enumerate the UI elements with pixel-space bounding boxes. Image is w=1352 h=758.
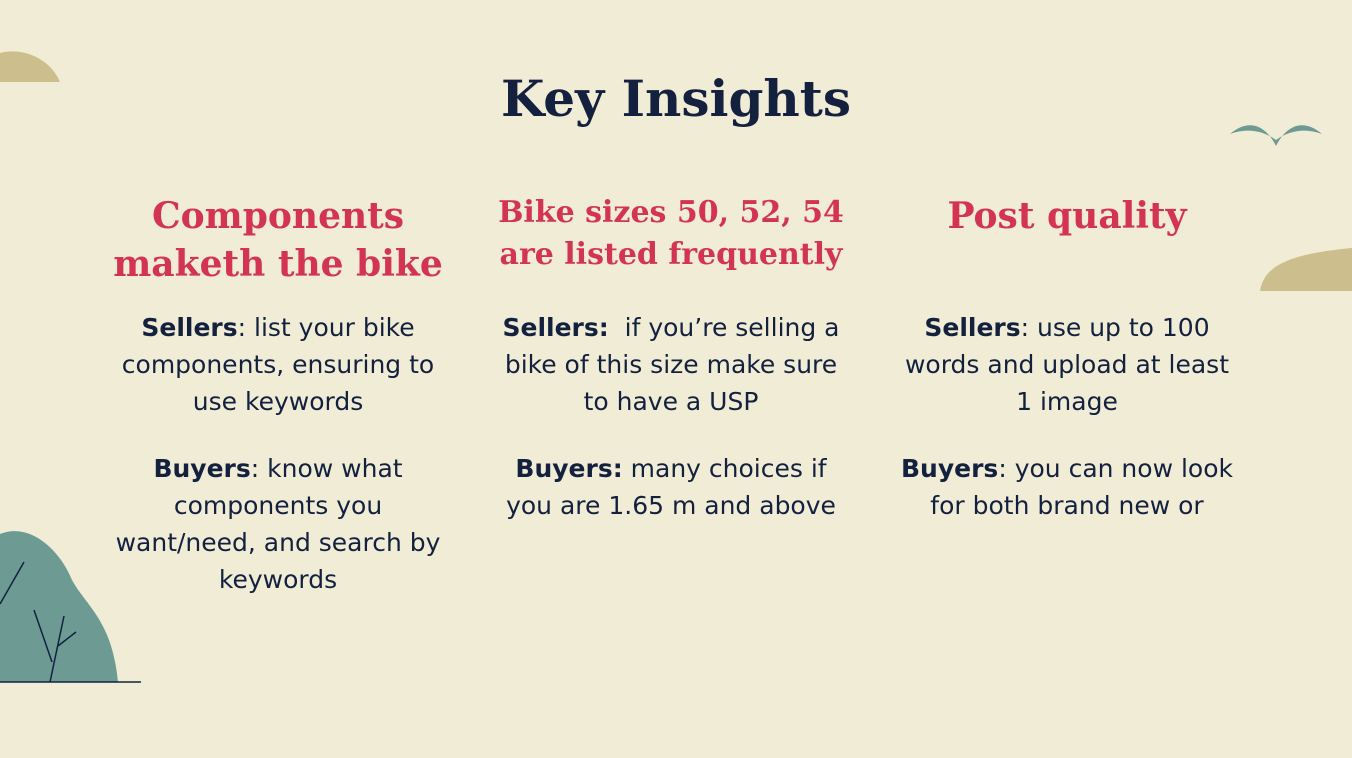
slide-title: Key Insights: [500, 69, 852, 128]
sellers-label: Sellers: [924, 313, 1021, 342]
buyers-label: Buyers: [153, 454, 251, 483]
buyers-text: : you can now look for both brand new or: [930, 454, 1233, 520]
sellers-text: if you’re selling a bike of this size ma…: [504, 313, 848, 416]
buyers-label: Buyers: [901, 454, 999, 483]
sellers-text: : use up to 100 words and upload at leas…: [904, 313, 1230, 416]
buyers-paragraph: Buyers: many choices if you are 1.65 m a…: [496, 450, 846, 524]
buyers-text: : know what components you want/need, an…: [115, 454, 441, 594]
sellers-text: : list your bike components, ensuring to…: [121, 313, 435, 416]
sellers-paragraph: Sellers: list your bike components, ensu…: [104, 309, 452, 420]
teal-bush-with-twigs: [0, 531, 141, 683]
bird-icon: [1230, 125, 1322, 146]
buyers-label: Buyers:: [515, 454, 623, 483]
sellers-paragraph: Sellers: if you’re selling a bike of thi…: [496, 309, 846, 420]
buyers-paragraph: Buyers: know what components you want/ne…: [104, 450, 452, 598]
sellers-label: Sellers: [141, 313, 238, 342]
buyers-paragraph: Buyers: you can now look for both brand …: [894, 450, 1240, 524]
buyers-text: many choices if you are 1.65 m and above: [506, 454, 836, 520]
sand-hill-top-left: [0, 51, 60, 82]
sellers-label: Sellers:: [502, 313, 609, 342]
column-heading: Components maketh the bike: [113, 195, 443, 285]
sand-hill-right: [1260, 248, 1352, 291]
column-heading: Post quality: [947, 195, 1187, 237]
sellers-paragraph: Sellers: use up to 100 words and upload …: [894, 309, 1240, 420]
column-heading: Bike sizes 50, 52, 54 are listed frequen…: [498, 195, 844, 272]
